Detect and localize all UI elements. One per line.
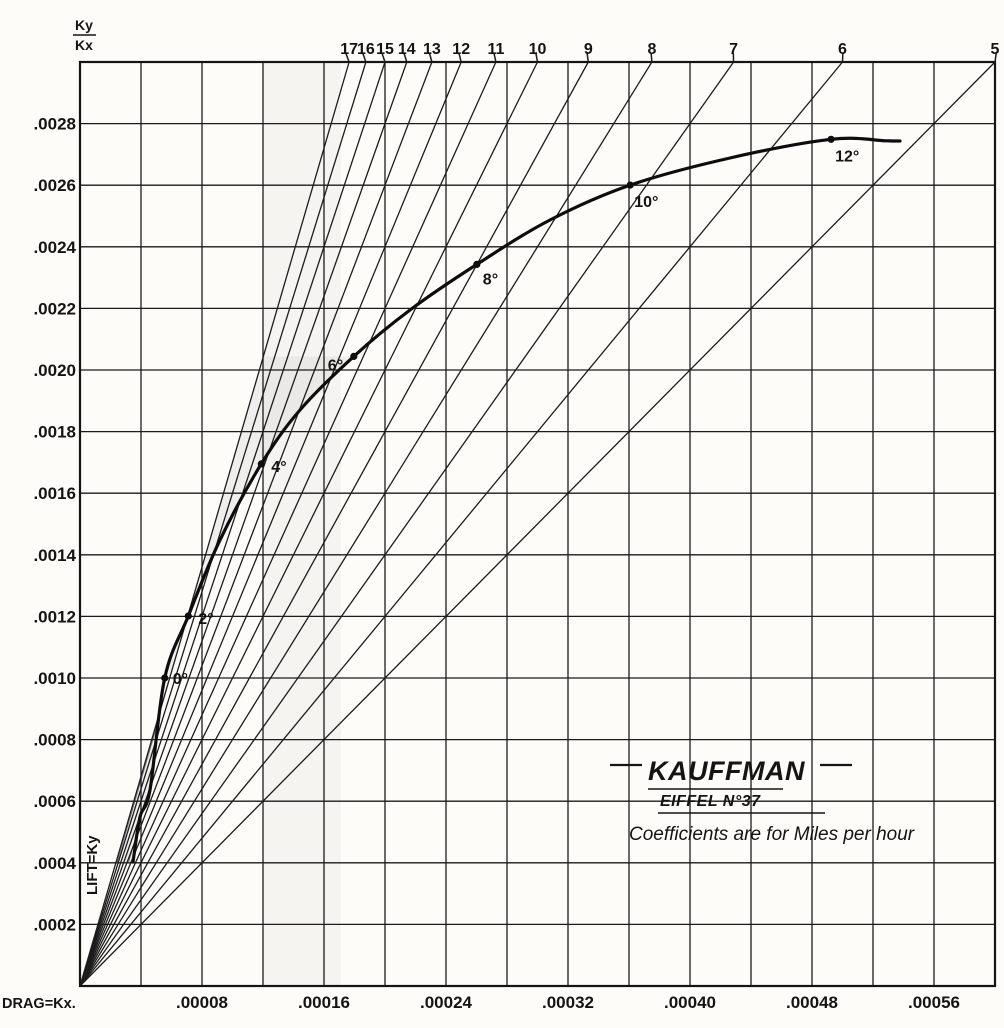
svg-text:6: 6 xyxy=(838,41,847,58)
svg-text:.0002: .0002 xyxy=(33,915,76,934)
svg-text:LIFT=Ky: LIFT=Ky xyxy=(84,835,101,895)
svg-text:.0008: .0008 xyxy=(33,731,76,750)
svg-text:10: 10 xyxy=(529,41,547,58)
svg-text:.00032: .00032 xyxy=(542,993,594,1012)
svg-text:.00048: .00048 xyxy=(786,993,838,1012)
svg-text:Coefficients are for Miles per: Coefficients are for Miles per hour xyxy=(629,824,915,845)
svg-text:6°: 6° xyxy=(328,357,343,374)
svg-text:17: 17 xyxy=(340,41,358,58)
svg-text:14: 14 xyxy=(398,41,416,58)
svg-text:8°: 8° xyxy=(483,271,498,288)
svg-text:EIFFEL N°37: EIFFEL N°37 xyxy=(660,793,761,810)
svg-text:.00008: .00008 xyxy=(176,993,228,1012)
svg-text:15: 15 xyxy=(376,41,394,58)
svg-text:7: 7 xyxy=(729,41,738,58)
svg-text:.0026: .0026 xyxy=(33,176,76,195)
svg-text:.0016: .0016 xyxy=(33,484,76,503)
svg-text:Kx: Kx xyxy=(75,37,93,53)
svg-text:DRAG=Kx.: DRAG=Kx. xyxy=(2,996,76,1012)
svg-text:.0010: .0010 xyxy=(33,669,76,688)
svg-text:16: 16 xyxy=(357,41,375,58)
svg-text:Ky: Ky xyxy=(75,17,93,33)
svg-text:.0004: .0004 xyxy=(33,854,76,873)
svg-text:KAUFFMAN: KAUFFMAN xyxy=(648,756,805,786)
svg-text:.0020: .0020 xyxy=(33,361,76,380)
svg-text:10°: 10° xyxy=(634,194,658,211)
svg-text:.0028: .0028 xyxy=(33,115,76,134)
svg-text:2°: 2° xyxy=(198,611,213,628)
svg-text:.00056: .00056 xyxy=(908,993,960,1012)
svg-text:11: 11 xyxy=(487,41,504,58)
svg-text:0°: 0° xyxy=(173,671,188,688)
svg-text:12°: 12° xyxy=(835,148,859,165)
svg-text:4°: 4° xyxy=(271,459,286,476)
svg-text:.00040: .00040 xyxy=(664,993,716,1012)
svg-text:.0018: .0018 xyxy=(33,423,76,442)
svg-text:.0024: .0024 xyxy=(33,238,76,257)
svg-text:5: 5 xyxy=(991,41,1000,58)
svg-text:.0014: .0014 xyxy=(33,546,76,565)
svg-text:.00024: .00024 xyxy=(420,993,473,1012)
svg-text:8: 8 xyxy=(647,41,656,58)
svg-text:.0012: .0012 xyxy=(33,607,76,626)
svg-text:.00016: .00016 xyxy=(298,993,350,1012)
svg-text:12: 12 xyxy=(452,41,470,58)
svg-text:9: 9 xyxy=(584,41,593,58)
svg-text:.0006: .0006 xyxy=(33,792,76,811)
svg-text:.0022: .0022 xyxy=(33,299,76,318)
svg-text:13: 13 xyxy=(423,41,441,58)
